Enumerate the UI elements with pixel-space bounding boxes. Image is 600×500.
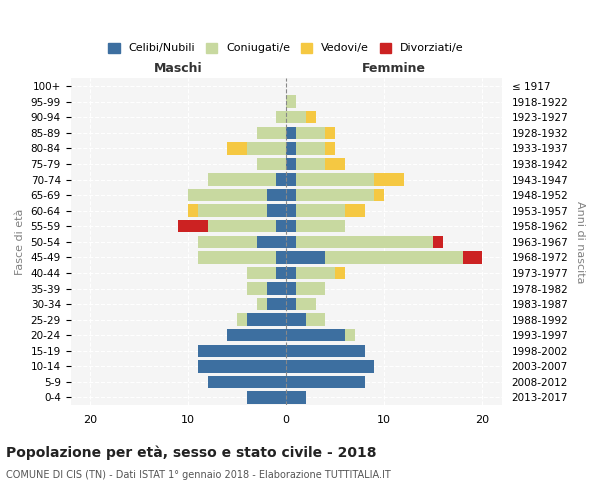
Bar <box>286 344 365 357</box>
Bar <box>296 126 325 139</box>
Bar <box>198 344 286 357</box>
Bar <box>463 251 482 264</box>
Bar <box>208 174 277 186</box>
Bar <box>286 220 296 232</box>
Bar <box>325 251 463 264</box>
Bar <box>296 204 345 217</box>
Bar <box>286 298 296 310</box>
Bar <box>188 204 198 217</box>
Bar <box>247 282 266 294</box>
Bar <box>247 314 286 326</box>
Bar <box>257 158 286 170</box>
Bar <box>306 111 316 124</box>
Bar <box>286 204 296 217</box>
Bar <box>198 360 286 372</box>
Y-axis label: Fasce di età: Fasce di età <box>15 208 25 275</box>
Bar <box>286 111 306 124</box>
Bar <box>296 158 325 170</box>
Bar <box>286 142 296 154</box>
Bar <box>286 282 296 294</box>
Bar <box>286 96 296 108</box>
Bar <box>296 298 316 310</box>
Bar <box>208 376 286 388</box>
Bar <box>296 282 325 294</box>
Bar <box>237 314 247 326</box>
Bar <box>325 142 335 154</box>
Bar <box>266 282 286 294</box>
Bar <box>286 158 296 170</box>
Bar <box>286 360 374 372</box>
Bar <box>257 126 286 139</box>
Bar <box>286 189 296 202</box>
Bar <box>335 266 345 279</box>
Bar <box>286 174 296 186</box>
Bar <box>286 126 296 139</box>
Bar <box>286 314 306 326</box>
Bar <box>286 251 325 264</box>
Bar <box>227 329 286 342</box>
Bar <box>266 298 286 310</box>
Bar <box>198 204 266 217</box>
Bar <box>208 220 277 232</box>
Bar <box>247 392 286 404</box>
Bar <box>286 329 345 342</box>
Legend: Celibi/Nubili, Coniugati/e, Vedovi/e, Divorziati/e: Celibi/Nubili, Coniugati/e, Vedovi/e, Di… <box>104 38 469 58</box>
Bar <box>247 142 286 154</box>
Text: Popolazione per età, sesso e stato civile - 2018: Popolazione per età, sesso e stato civil… <box>6 446 377 460</box>
Bar <box>296 220 345 232</box>
Bar <box>296 189 374 202</box>
Bar <box>296 142 325 154</box>
Bar <box>247 266 277 279</box>
Bar <box>266 204 286 217</box>
Bar <box>178 220 208 232</box>
Bar <box>325 158 345 170</box>
Bar <box>286 376 365 388</box>
Bar <box>345 329 355 342</box>
Y-axis label: Anni di nascita: Anni di nascita <box>575 200 585 283</box>
Bar <box>277 174 286 186</box>
Bar <box>277 251 286 264</box>
Bar <box>286 266 296 279</box>
Bar <box>296 266 335 279</box>
Text: Femmine: Femmine <box>362 62 426 75</box>
Bar <box>277 111 286 124</box>
Bar <box>257 298 266 310</box>
Bar <box>257 236 286 248</box>
Bar <box>198 236 257 248</box>
Bar <box>227 142 247 154</box>
Bar <box>188 189 266 202</box>
Bar <box>345 204 365 217</box>
Bar <box>374 174 404 186</box>
Bar <box>433 236 443 248</box>
Bar <box>286 236 296 248</box>
Bar <box>277 266 286 279</box>
Text: Maschi: Maschi <box>154 62 203 75</box>
Text: COMUNE DI CIS (TN) - Dati ISTAT 1° gennaio 2018 - Elaborazione TUTTITALIA.IT: COMUNE DI CIS (TN) - Dati ISTAT 1° genna… <box>6 470 391 480</box>
Bar <box>374 189 384 202</box>
Bar <box>198 251 277 264</box>
Bar <box>296 236 433 248</box>
Bar <box>306 314 325 326</box>
Bar <box>266 189 286 202</box>
Bar <box>296 174 374 186</box>
Bar <box>325 126 335 139</box>
Bar <box>277 220 286 232</box>
Bar <box>286 392 306 404</box>
